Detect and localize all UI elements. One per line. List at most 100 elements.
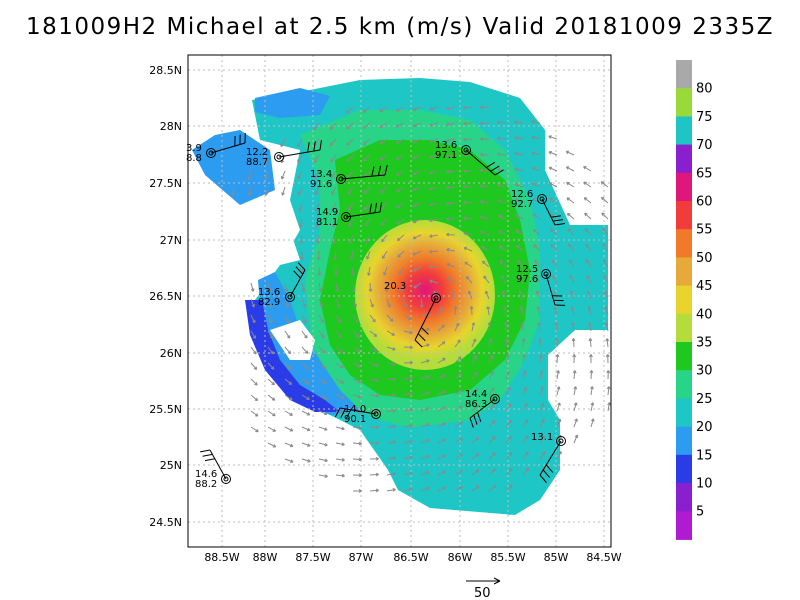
colorbar-segment <box>676 116 692 146</box>
wind-arrow <box>335 362 344 369</box>
wind-arrow <box>318 378 327 385</box>
wind-arrow <box>335 330 343 339</box>
wind-arrow <box>556 418 562 428</box>
wind-arrow <box>554 338 559 348</box>
wind-arrow <box>606 370 611 380</box>
wind-arrow <box>250 298 255 308</box>
wind-arrow <box>403 345 413 350</box>
wind-arrow <box>497 120 507 125</box>
wind-arrow <box>514 120 524 124</box>
latitude-tick-label: 25N <box>160 459 182 472</box>
station-speed-label: 12.6 <box>511 189 533 200</box>
wind-arrow <box>383 266 388 276</box>
station-speed-label: 13.6 <box>258 287 280 298</box>
wind-arrow <box>264 186 269 196</box>
wind-arrow <box>505 370 511 380</box>
wind-arrow <box>514 136 524 140</box>
wind-arrow <box>335 378 345 384</box>
longitude-tick-label: 84.5W <box>586 551 621 564</box>
wind-arrow <box>412 250 422 256</box>
wind-arrow <box>347 202 354 211</box>
wind-arrow <box>551 259 558 268</box>
wind-arrow <box>284 298 289 308</box>
wind-arrow <box>550 228 558 236</box>
station-ring-icon <box>556 436 566 446</box>
wind-arrow <box>556 450 562 460</box>
wind-arrow <box>370 441 379 445</box>
colorbar-label: 50 <box>696 251 713 266</box>
wind-arrow <box>403 471 413 476</box>
wind-barb-feather <box>490 165 500 172</box>
colorbar-label: 65 <box>696 166 713 181</box>
wind-arrow <box>571 322 575 332</box>
wind-arrow <box>250 346 257 355</box>
wind-arrow <box>386 330 396 336</box>
wind-arrow <box>267 362 275 370</box>
wind-barb-feather <box>379 202 383 213</box>
wind-arrow <box>437 422 447 428</box>
wind-arrow <box>548 166 558 172</box>
longitude-tick-label: 88.5W <box>204 551 239 564</box>
wind-arrow <box>413 282 422 289</box>
wind-arrow <box>335 298 340 308</box>
wind-arrow <box>446 201 456 206</box>
wind-barb-staff <box>345 211 381 218</box>
colorbar-segment <box>676 257 692 287</box>
wind-arrow <box>569 290 575 300</box>
wind-arrow <box>317 266 322 276</box>
station-ring-icon <box>371 409 381 419</box>
wind-arrow <box>284 314 290 324</box>
wind-barb-feather <box>384 165 388 176</box>
station-speed-label: 12.5 <box>516 264 538 275</box>
station-value-label: 88.2 <box>195 479 217 490</box>
wind-barb-feather <box>313 141 316 152</box>
wind-arrow <box>301 314 307 324</box>
wind-arrow <box>463 231 473 236</box>
wind-barb-staff <box>469 398 496 419</box>
station-marker: 14.486.3 <box>465 389 500 428</box>
wind-arrow <box>420 359 430 364</box>
wind-arrow <box>395 122 405 128</box>
wind-arrow <box>568 259 575 268</box>
station-value-label: 81.1 <box>316 217 338 228</box>
longitude-tick-label: 86W <box>448 551 473 564</box>
wind-arrow <box>488 436 496 444</box>
wind-arrow <box>471 469 480 476</box>
gap-west <box>200 200 300 270</box>
station-speed-label: 14.9 <box>316 207 338 218</box>
wind-barb-staff <box>414 297 437 341</box>
wind-arrow <box>420 487 430 492</box>
station-ring-icon <box>541 269 551 279</box>
wind-arrow <box>420 327 430 332</box>
longitude-tick-label: 85.5W <box>490 551 525 564</box>
wind-arrow <box>584 212 592 220</box>
longitude-tick-label: 87.5W <box>295 551 330 564</box>
station-marker: 3.98.8 <box>186 132 246 164</box>
wind-arrow <box>318 282 323 292</box>
wind-arrow <box>429 106 439 111</box>
wind-barb-feather <box>539 474 547 483</box>
latitude-tick-label: 27.5N <box>149 177 182 190</box>
wind-barb-feather <box>293 270 301 279</box>
station-marker: 13.491.6 <box>310 165 388 190</box>
wind-arrow <box>600 181 609 188</box>
station-speed-label: 13.6 <box>435 140 457 151</box>
wind-arrow <box>366 250 371 260</box>
wind-arrow <box>284 410 293 416</box>
plot-frame <box>187 54 612 548</box>
band-20-north <box>255 88 330 118</box>
wind-arrow <box>369 346 379 352</box>
wind-arrow <box>284 426 294 432</box>
wind-arrow <box>331 186 337 195</box>
wind-arrow <box>247 186 252 196</box>
wind-arrow <box>514 151 524 156</box>
colorbar-segment <box>676 88 692 117</box>
wind-arrow <box>514 183 524 188</box>
latitude-tick-label: 24.5N <box>149 516 182 529</box>
longitude-tick-label: 85W <box>544 551 569 564</box>
wind-arrow <box>607 402 611 412</box>
wind-arrow <box>379 106 388 113</box>
wind-barb-feather <box>486 161 496 168</box>
wind-arrow <box>583 181 592 188</box>
